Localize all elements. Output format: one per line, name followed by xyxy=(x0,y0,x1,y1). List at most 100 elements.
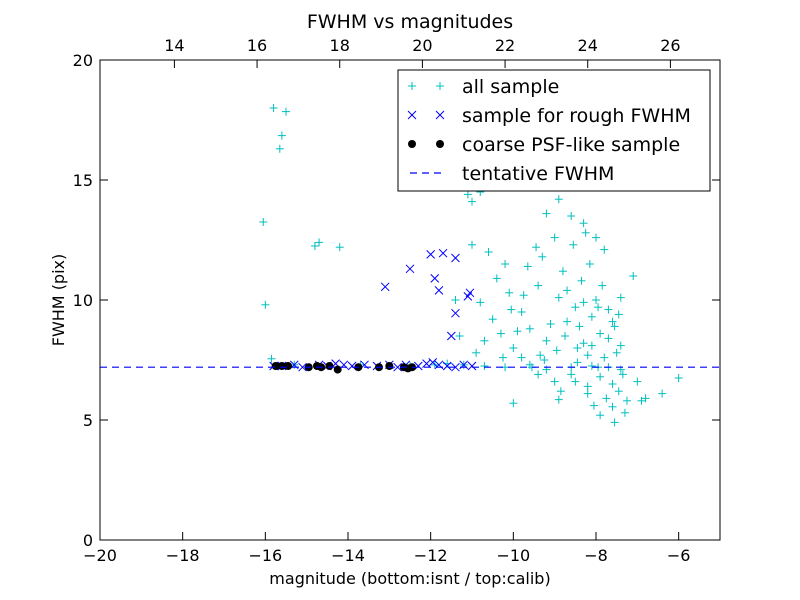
all-sample-point xyxy=(608,317,617,326)
all-sample-point xyxy=(501,260,510,268)
all-sample-point xyxy=(623,396,631,405)
all-sample-point xyxy=(581,228,590,237)
all-sample-point xyxy=(610,418,619,427)
x-tick-label: −16 xyxy=(248,546,282,565)
top-x-tick-label: 20 xyxy=(412,36,432,55)
legend-marker xyxy=(435,110,445,120)
all-sample-point xyxy=(476,298,485,307)
all-sample-point xyxy=(596,411,605,420)
top-x-tick-label: 14 xyxy=(164,36,184,55)
all-sample-point xyxy=(472,348,481,357)
y-tick-label: 10 xyxy=(73,291,93,310)
all-sample-point xyxy=(608,380,617,388)
all-sample-point xyxy=(554,293,563,302)
top-x-tick-label: 22 xyxy=(495,36,515,55)
plot-area xyxy=(100,75,720,427)
legend-box xyxy=(397,69,711,192)
all-sample-point xyxy=(523,262,532,271)
all-sample-point xyxy=(261,300,270,309)
all-sample-point xyxy=(507,305,516,314)
all-sample-point xyxy=(468,240,476,249)
all-sample-point xyxy=(583,389,592,398)
x-tick-label: −14 xyxy=(331,546,365,565)
all-sample-point xyxy=(583,351,592,360)
all-sample-point xyxy=(587,362,596,370)
all-sample-point xyxy=(604,305,613,314)
psf-like-point xyxy=(325,362,334,370)
legend-marker xyxy=(408,140,416,148)
legend-marker xyxy=(436,140,444,148)
all-sample-point xyxy=(315,238,324,247)
x-tick-label: −12 xyxy=(414,546,448,565)
all-sample-point xyxy=(561,332,569,340)
all-sample-point xyxy=(546,320,555,328)
psf-like-point xyxy=(277,362,286,370)
all-sample-point xyxy=(488,315,497,324)
all-sample-point xyxy=(451,296,460,304)
all-sample-point xyxy=(536,351,545,360)
all-sample-point xyxy=(499,353,507,362)
all-sample-point xyxy=(484,248,493,256)
all-sample-point xyxy=(554,195,563,204)
all-sample-point xyxy=(563,317,572,326)
all-sample-point xyxy=(480,362,489,370)
all-sample-point xyxy=(455,332,464,340)
all-sample-point xyxy=(614,387,623,396)
all-sample-point xyxy=(600,245,609,254)
chart-title: FWHM vs magnitudes xyxy=(307,11,513,33)
all-sample-point xyxy=(310,242,319,250)
legend-marker xyxy=(407,110,417,120)
rough-fwhm-point xyxy=(446,331,456,341)
y-tick-label: 15 xyxy=(73,171,93,190)
all-sample-point xyxy=(573,344,582,352)
all-sample-point xyxy=(556,387,565,396)
all-sample-point xyxy=(269,104,278,112)
all-sample-point xyxy=(534,281,543,290)
legend-label: all sample xyxy=(462,76,559,98)
all-sample-point xyxy=(275,144,284,153)
all-sample-point xyxy=(589,401,598,410)
x-tick-label: −8 xyxy=(584,546,608,565)
rough-fwhm-point xyxy=(426,250,436,259)
all-sample-point xyxy=(592,233,600,242)
y-tick-label: 0 xyxy=(83,531,93,550)
all-sample-point xyxy=(608,402,617,411)
all-sample-point xyxy=(618,370,627,379)
x-tick-label: −6 xyxy=(667,546,691,565)
all-sample-point xyxy=(513,327,522,336)
all-sample-point xyxy=(594,303,603,312)
all-sample-point xyxy=(463,190,472,199)
all-sample-point xyxy=(579,219,588,228)
all-sample-point xyxy=(492,274,501,283)
all-sample-point xyxy=(610,322,619,331)
legend-label: coarse PSF-like sample xyxy=(462,134,680,156)
y-tick-label: 20 xyxy=(73,51,93,70)
y-axis-label: FWHM (pix) xyxy=(49,254,68,347)
rough-fwhm-point xyxy=(451,308,460,318)
all-sample-point xyxy=(558,267,567,276)
all-sample-point xyxy=(259,218,268,226)
all-sample-point xyxy=(658,389,667,398)
all-sample-point xyxy=(569,240,578,249)
all-sample-point xyxy=(480,336,489,345)
rough-fwhm-point xyxy=(428,358,438,367)
x-axis-label: magnitude (bottom:isnt / top:calib) xyxy=(269,569,550,588)
rough-fwhm-point xyxy=(451,362,460,372)
all-sample-point xyxy=(577,276,586,285)
all-sample-point xyxy=(616,341,625,350)
all-sample-point xyxy=(596,372,605,381)
all-sample-point xyxy=(571,303,580,312)
all-sample-point xyxy=(509,399,518,408)
all-sample-point xyxy=(602,394,611,403)
top-x-tick-label: 16 xyxy=(247,36,267,55)
legend-label: tentative FWHM xyxy=(462,163,614,185)
rough-fwhm-point xyxy=(405,264,415,274)
all-sample-point xyxy=(277,131,286,140)
all-sample-point xyxy=(540,356,549,364)
rough-fwhm-point xyxy=(434,286,444,295)
rough-fwhm-point xyxy=(463,292,473,301)
all-sample-point xyxy=(614,310,623,319)
all-sample-point xyxy=(587,341,596,350)
all-sample-point xyxy=(620,408,629,417)
